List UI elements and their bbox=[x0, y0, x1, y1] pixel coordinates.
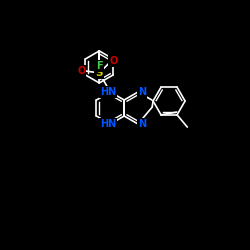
Text: N: N bbox=[138, 119, 146, 129]
Text: HN: HN bbox=[100, 87, 116, 97]
Text: O: O bbox=[77, 66, 86, 76]
Text: S: S bbox=[96, 68, 103, 78]
Text: N: N bbox=[138, 87, 146, 97]
Text: O: O bbox=[109, 56, 118, 66]
Text: F: F bbox=[96, 61, 102, 71]
Text: HN: HN bbox=[100, 119, 116, 129]
